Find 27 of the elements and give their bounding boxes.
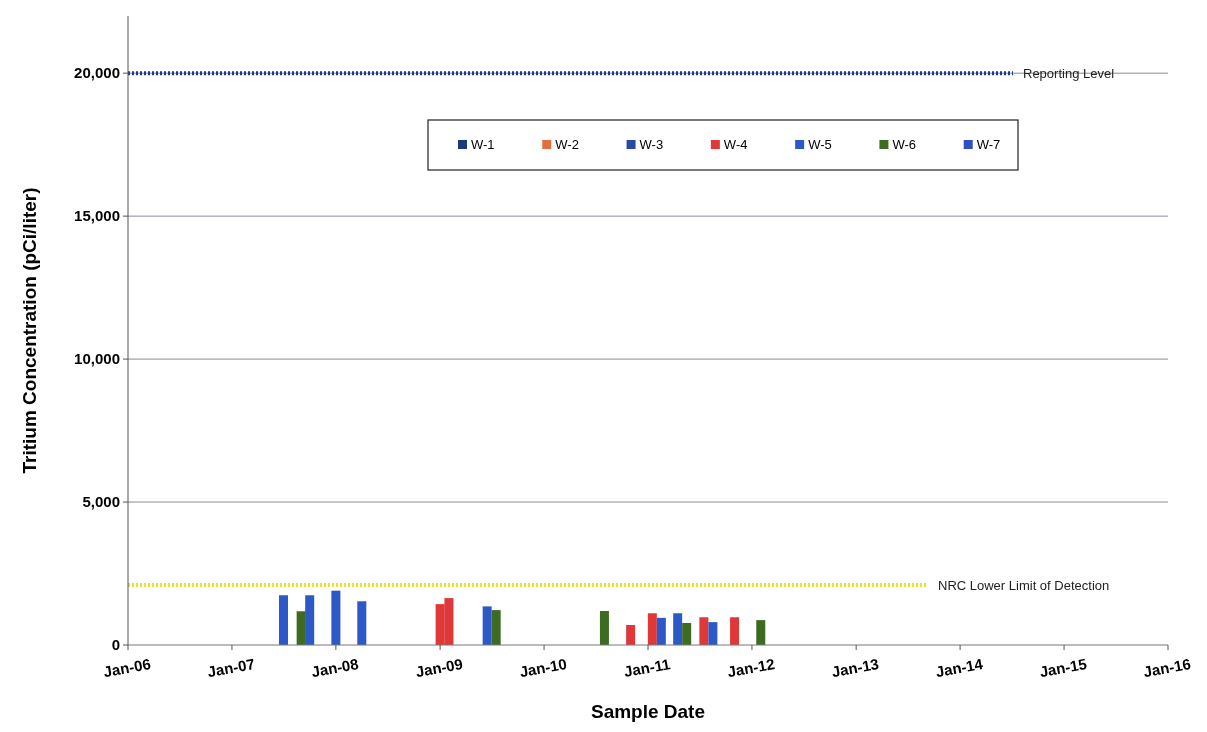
x-tick-label: Jan-10 — [518, 655, 568, 681]
legend-label: W-6 — [892, 137, 917, 152]
legend-label: W-5 — [808, 137, 832, 152]
legend-label: W-7 — [976, 137, 1001, 152]
legend-label: W-4 — [723, 137, 748, 152]
x-tick-label: Jan-07 — [206, 655, 256, 681]
x-tick-label: Jan-11 — [622, 655, 672, 681]
x-tick-label: Jan-16 — [1142, 655, 1192, 681]
y-tick-label: 20,000 — [74, 64, 120, 82]
y-tick-label: 0 — [111, 636, 120, 653]
legend-label: W-2 — [555, 137, 579, 152]
x-tick-label: Jan-13 — [830, 655, 881, 681]
x-tick-label: Jan-14 — [934, 654, 985, 681]
y-tick-label: 10,000 — [74, 350, 120, 368]
y-tick-label: 15,000 — [74, 207, 120, 225]
y-tick-label: 5,000 — [82, 493, 120, 511]
x-axis-title: Sample Date — [590, 701, 706, 722]
x-tick-label: Jan-09 — [414, 655, 465, 681]
ref-line-label: NRC Lower Limit of Detection — [938, 577, 1110, 593]
legend-label: W-1 — [471, 137, 495, 152]
x-tick-label: Jan-08 — [310, 655, 360, 681]
ref-line-label: Reporting Level — [1023, 66, 1115, 82]
x-tick-label: Jan-06 — [102, 655, 152, 681]
y-axis-title: Tritium Concentration (pCi/liter) — [19, 187, 40, 474]
x-tick-label: Jan-12 — [726, 655, 776, 681]
x-tick-label: Jan-15 — [1038, 655, 1088, 681]
legend-label: W-3 — [639, 137, 664, 152]
